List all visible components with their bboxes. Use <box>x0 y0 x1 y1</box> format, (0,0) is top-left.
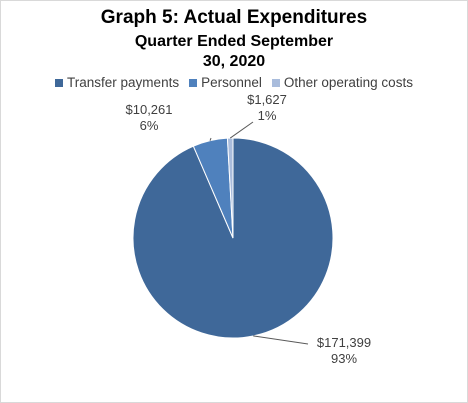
data-label-other-operating-costs: $1,627 1% <box>237 92 297 124</box>
data-label-personnel: $10,261 6% <box>119 102 179 134</box>
legend-label-transfer-payments: Transfer payments <box>67 75 180 90</box>
data-label-personnel-percent: 6% <box>139 118 159 133</box>
data-label-personnel-value: $10,261 <box>125 102 173 117</box>
data-label-transfer-payments-value: $171,399 <box>316 335 372 350</box>
chart-title: Graph 5: Actual Expenditures <box>100 7 368 28</box>
chart-subtitle-line-2: 30, 2020 <box>202 53 266 70</box>
legend-swatch-other-operating-costs <box>271 78 280 87</box>
chart-subtitle-line-1: Quarter Ended September <box>134 33 334 50</box>
leader-line-other-operating-costs <box>229 121 254 139</box>
pie-slice-other-operating-costs <box>226 137 234 239</box>
legend-item-transfer-payments: Transfer payments <box>55 75 179 90</box>
chart-legend: Transfer payments Personnel Other operat… <box>1 75 467 90</box>
leader-line-transfer-payments <box>253 335 309 345</box>
legend-label-personnel: Personnel <box>201 75 262 90</box>
legend-swatch-personnel <box>189 78 198 87</box>
data-label-transfer-payments: $171,399 93% <box>308 335 380 367</box>
legend-label-other-operating-costs: Other operating costs <box>283 75 413 90</box>
data-label-other-operating-costs-percent: 1% <box>257 108 277 123</box>
legend-item-other-operating-costs: Other operating costs <box>271 75 413 90</box>
data-label-other-operating-costs-value: $1,627 <box>247 92 287 107</box>
legend-swatch-transfer-payments <box>55 78 64 87</box>
legend-item-personnel: Personnel <box>189 75 262 90</box>
data-label-transfer-payments-percent: 93% <box>330 351 358 366</box>
leader-line-personnel <box>209 137 212 141</box>
